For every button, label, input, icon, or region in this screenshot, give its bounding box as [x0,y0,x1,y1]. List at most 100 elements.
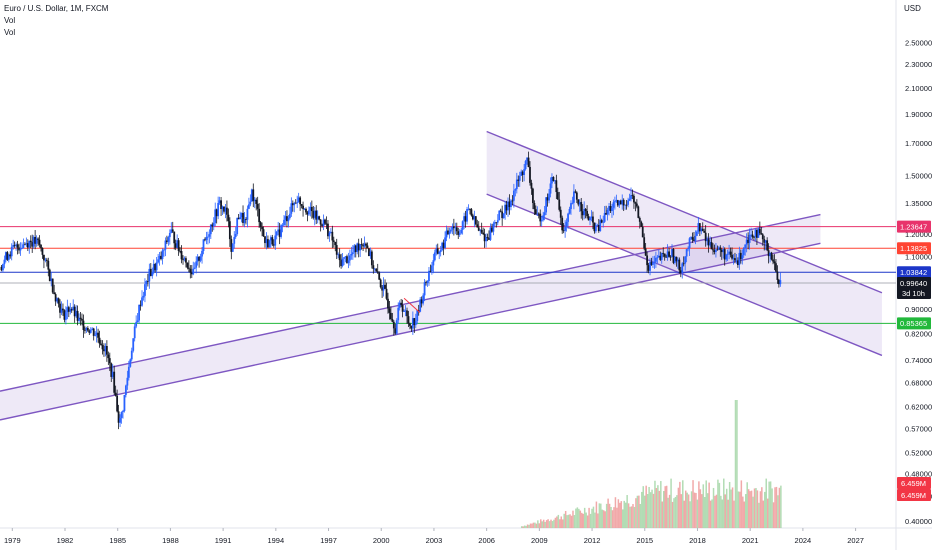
candle-body [587,216,590,221]
volume-bar [699,489,702,528]
candle-body [246,208,249,220]
candle-body [53,292,56,295]
candle-body [628,198,631,201]
volume-bar [636,495,639,528]
candle-body [356,243,359,252]
candle-body [423,282,426,296]
candle-body [469,208,471,210]
candle-body [226,207,228,215]
volume-bar [582,513,584,528]
volume-bar [673,498,675,528]
volume-bar [702,484,705,528]
volume-bar [547,519,549,528]
candle-body [769,252,771,257]
candle-body [59,303,61,313]
candle-body [275,231,278,236]
y-tick-label: 0.40000 [905,517,932,526]
candle-body [135,322,138,327]
candle-body [663,253,666,257]
last-price-tag-bg [897,277,931,300]
candle-body [350,254,353,256]
candle-body [85,328,88,331]
candle-body [138,304,140,321]
volume-indicator-label-2[interactable]: Vol [4,28,16,37]
candle-body [296,202,299,204]
candle-body [766,240,769,251]
volume-bar [777,495,779,528]
candle-body [103,349,105,352]
candle-body [351,252,354,255]
candle-body [391,319,394,322]
volume-bar [597,513,599,528]
candle-body [305,208,307,213]
candle-body [741,255,744,260]
volume-bar [607,498,609,528]
candle-body [723,249,726,260]
candle-body [555,180,558,193]
candle-body [690,237,692,239]
volume-indicator-label-1[interactable]: Vol [4,16,16,25]
volume-bar [626,495,628,528]
candle-body [365,243,367,246]
candle-body [637,206,640,218]
candle-body [407,316,410,324]
candle-body [10,246,13,257]
volume-bar [667,497,669,528]
candle-body [108,358,111,364]
candle-body [157,259,160,263]
candle-body [542,215,545,220]
candle-body [299,197,302,205]
candle-body [420,299,423,304]
volume-bar [730,489,732,528]
volume-bar [523,525,526,528]
falling-channel-upper [486,130,883,294]
candle-body [249,201,252,205]
candle-body [6,252,9,260]
volume-bar [592,506,595,528]
candle-body [132,338,135,351]
candle-body [187,267,190,269]
volume-bar [769,481,772,528]
candle-body [556,192,559,200]
volume-bar [576,507,579,528]
candle-body [95,332,98,335]
candle-body [553,180,556,182]
volume-bar [684,490,687,528]
x-tick-label: 2027 [847,536,864,545]
candle-body [445,230,448,238]
candle-body [217,203,220,217]
volume-bar [538,523,541,528]
candle-body [646,255,649,266]
volume-tag: 6.459M [901,479,926,488]
candle-body [224,207,227,212]
x-tick-label: 1991 [215,536,232,545]
candle-body [397,307,400,321]
candle-body [75,310,78,317]
candle-body [155,262,158,271]
volume-bar [622,509,624,528]
candle-body [196,256,199,262]
candle-body [548,193,550,201]
candle-body [101,345,104,350]
candle-body [561,217,564,231]
candle-body [321,224,323,227]
y-tick-label: 2.30000 [905,60,932,69]
candle-body [482,232,485,235]
volume-tag-bg [897,477,931,489]
candle-body [605,212,608,215]
x-tick-label: 1979 [4,536,21,545]
volume-bar [531,523,533,528]
candle-body [486,237,489,239]
candle-body [291,203,294,206]
volume-bar [557,514,560,528]
candle-body [738,252,741,265]
candle-body [520,171,523,176]
x-tick-label: 1994 [267,536,284,545]
y-tick-label: 0.74000 [905,356,932,365]
candle-body [198,256,201,261]
candle-body [425,282,427,284]
candle-body [444,237,446,248]
volume-bar [724,494,726,528]
candle-body [411,318,414,329]
